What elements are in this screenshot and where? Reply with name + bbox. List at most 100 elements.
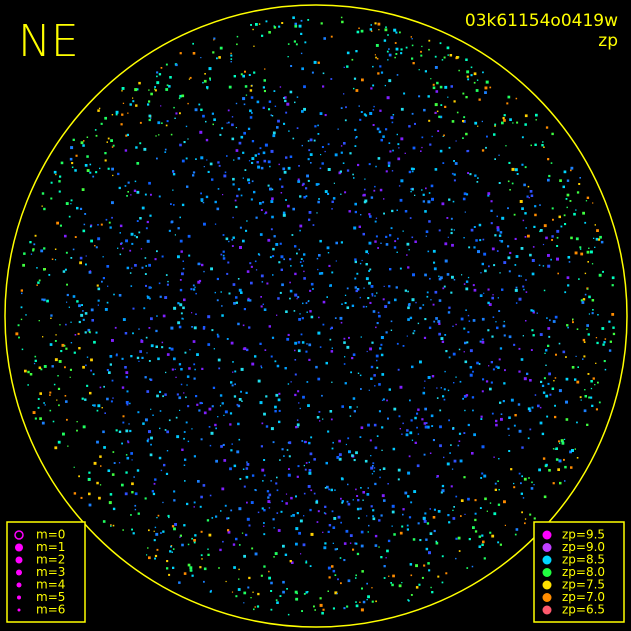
- star: [549, 393, 552, 396]
- magnitude-symbol: [16, 582, 22, 588]
- star: [401, 433, 403, 435]
- star: [439, 85, 443, 89]
- star: [491, 247, 495, 251]
- star: [280, 268, 283, 271]
- star: [196, 403, 199, 406]
- star: [253, 71, 256, 74]
- star: [199, 130, 203, 134]
- star: [535, 113, 538, 117]
- star: [344, 302, 347, 304]
- star: [385, 128, 388, 131]
- star: [543, 495, 547, 499]
- star: [177, 227, 180, 230]
- star: [79, 256, 83, 260]
- star: [130, 285, 133, 287]
- star: [500, 413, 503, 415]
- star: [451, 120, 455, 123]
- star: [195, 313, 197, 315]
- star: [118, 186, 121, 190]
- star: [326, 246, 330, 250]
- star: [372, 465, 374, 467]
- star: [395, 31, 398, 34]
- star: [121, 442, 123, 445]
- star: [95, 134, 98, 137]
- star: [414, 240, 417, 243]
- star: [334, 153, 338, 157]
- star: [551, 235, 554, 238]
- star: [408, 516, 412, 519]
- star: [470, 66, 473, 69]
- star: [156, 157, 158, 160]
- star: [274, 405, 277, 409]
- star: [96, 284, 99, 287]
- star: [121, 113, 124, 116]
- star: [582, 298, 586, 301]
- star: [170, 203, 172, 205]
- star: [294, 101, 296, 104]
- star: [392, 447, 396, 451]
- star: [465, 96, 468, 99]
- star: [362, 600, 366, 604]
- star: [558, 389, 562, 393]
- star: [530, 487, 534, 490]
- star: [543, 289, 546, 292]
- star: [76, 206, 79, 210]
- star: [156, 81, 160, 85]
- star: [402, 230, 404, 232]
- star: [425, 547, 429, 551]
- star: [235, 102, 238, 105]
- star: [401, 525, 404, 528]
- star: [564, 438, 566, 440]
- star: [522, 285, 525, 288]
- star: [482, 238, 485, 241]
- star: [240, 135, 244, 139]
- star: [255, 269, 258, 271]
- star: [278, 420, 281, 424]
- star: [453, 100, 456, 103]
- star: [276, 126, 279, 129]
- star: [572, 318, 574, 321]
- star: [146, 296, 150, 299]
- star: [570, 236, 573, 240]
- star: [229, 423, 232, 426]
- star: [159, 410, 162, 412]
- star: [472, 284, 475, 287]
- star: [316, 521, 319, 523]
- star: [156, 517, 158, 519]
- star: [397, 237, 399, 240]
- star: [319, 112, 323, 115]
- star: [376, 292, 378, 294]
- star: [159, 295, 162, 298]
- star: [349, 534, 353, 537]
- star: [249, 262, 252, 265]
- star: [334, 489, 336, 491]
- star: [314, 609, 316, 611]
- star: [429, 143, 432, 146]
- star: [349, 152, 352, 155]
- star: [260, 574, 263, 577]
- magnitude-label: m=2: [36, 553, 65, 567]
- star: [298, 531, 301, 535]
- star: [149, 297, 151, 300]
- star: [158, 456, 162, 460]
- star: [529, 253, 532, 257]
- star: [172, 548, 175, 550]
- star: [246, 517, 250, 521]
- star: [296, 127, 299, 129]
- star: [481, 120, 483, 123]
- star: [54, 358, 58, 362]
- star: [359, 118, 362, 121]
- star: [59, 324, 61, 326]
- star: [174, 117, 176, 119]
- star: [125, 429, 129, 433]
- star: [270, 581, 273, 585]
- star: [178, 396, 182, 400]
- star: [90, 308, 94, 312]
- star: [361, 259, 363, 262]
- star: [85, 255, 87, 257]
- star: [470, 228, 474, 232]
- star: [409, 431, 413, 435]
- star: [583, 341, 586, 343]
- star: [417, 433, 420, 435]
- star: [389, 268, 392, 271]
